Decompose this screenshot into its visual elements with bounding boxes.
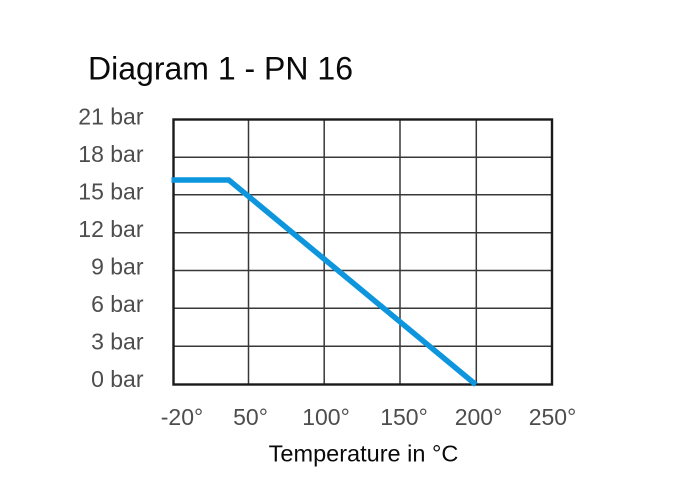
svg-text:12 bar: 12 bar <box>78 216 144 242</box>
svg-text:6 bar: 6 bar <box>91 291 144 317</box>
svg-text:100°: 100° <box>302 404 350 430</box>
svg-text:Diagram 1 - PN 16: Diagram 1 - PN 16 <box>88 51 353 87</box>
svg-text:200°: 200° <box>455 404 503 430</box>
svg-text:15 bar: 15 bar <box>78 179 144 205</box>
svg-text:3 bar: 3 bar <box>91 329 144 355</box>
svg-text:0 bar: 0 bar <box>91 366 144 392</box>
svg-text:21 bar: 21 bar <box>78 104 144 130</box>
svg-text:Temperature in °C: Temperature in °C <box>269 441 459 467</box>
svg-text:50°: 50° <box>233 404 268 430</box>
svg-text:18 bar: 18 bar <box>78 141 144 167</box>
svg-text:9 bar: 9 bar <box>91 254 144 280</box>
svg-text:150°: 150° <box>380 404 428 430</box>
svg-text:-20°: -20° <box>161 404 203 430</box>
svg-text:250°: 250° <box>529 404 577 430</box>
